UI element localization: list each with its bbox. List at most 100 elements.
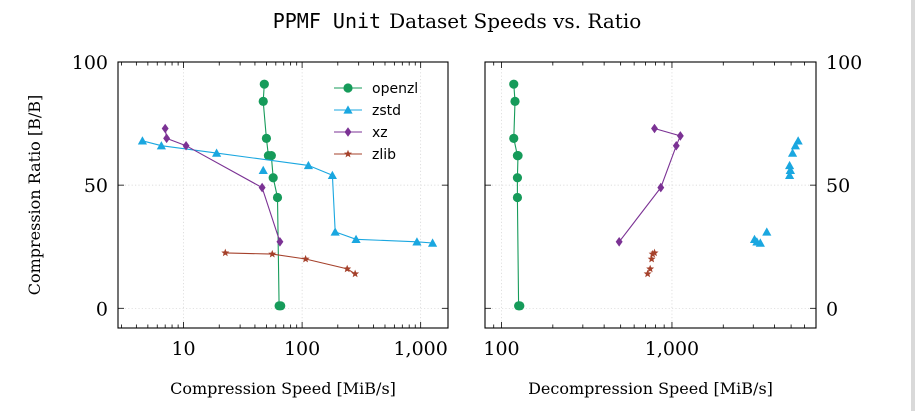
data-point-zlib bbox=[301, 254, 310, 263]
data-point-zstd bbox=[427, 238, 438, 247]
data-point-zlib bbox=[643, 269, 652, 278]
x-tick-label: 10 bbox=[171, 338, 195, 360]
x-axis-label: Decompression Speed [MiB/s] bbox=[528, 379, 773, 398]
data-point-zstd bbox=[790, 141, 801, 150]
y-tick-label: 0 bbox=[96, 298, 108, 320]
series-xz bbox=[161, 123, 284, 247]
legend-marker-openzl bbox=[343, 83, 353, 93]
data-point-zstd bbox=[762, 227, 772, 236]
chart-title-rest: Dataset Speeds vs. Ratio bbox=[389, 9, 641, 33]
data-point-zstd bbox=[258, 165, 268, 175]
legend-marker-zlib bbox=[344, 149, 352, 158]
data-point-zlib bbox=[647, 254, 656, 263]
data-point-zlib bbox=[646, 264, 655, 273]
x-ticks bbox=[118, 61, 448, 328]
data-point-xz bbox=[182, 140, 190, 151]
data-point-openzl bbox=[510, 96, 520, 107]
panel-right: 100 1,000 0 50 100 Decompression Speed [MiB/s… bbox=[483, 52, 862, 398]
y-tick-label: 100 bbox=[826, 52, 862, 74]
data-point-xz bbox=[676, 131, 684, 141]
series-line-zlib bbox=[225, 252, 356, 275]
data-point-zstd bbox=[303, 160, 314, 170]
window-edge bbox=[911, 0, 915, 411]
data-point-openzl bbox=[515, 301, 525, 311]
plot-frame bbox=[484, 61, 817, 329]
legend-marker-xz bbox=[344, 127, 352, 137]
data-point-zlib bbox=[221, 248, 230, 257]
series-xz bbox=[615, 123, 684, 247]
data-point-zstd bbox=[755, 238, 765, 247]
series-zlib bbox=[643, 248, 659, 278]
data-point-openzl bbox=[513, 150, 523, 161]
legend-label-openzl: openzl bbox=[372, 81, 418, 97]
data-point-zstd bbox=[412, 237, 422, 246]
series-zstd bbox=[749, 136, 803, 247]
data-point-openzl bbox=[276, 301, 286, 311]
panel-left: 10 100 1,000 0 50 100 Compression Speed [MiB/s… bbox=[25, 52, 449, 398]
grid bbox=[118, 61, 448, 328]
series-openzl bbox=[509, 79, 525, 311]
grid bbox=[485, 61, 816, 328]
data-point-zstd bbox=[787, 148, 798, 157]
data-point-zstd bbox=[327, 170, 337, 179]
data-point-openzl bbox=[512, 173, 523, 183]
y-tick-label: 50 bbox=[826, 175, 850, 197]
chart-title: PPMF Unit Dataset Speeds vs. Ratio bbox=[273, 9, 642, 33]
legend-marker-zstd bbox=[343, 105, 353, 114]
y-tick-label: 100 bbox=[72, 52, 108, 74]
legend: openzl zstd xz zlib bbox=[334, 81, 418, 163]
y-tick-label: 0 bbox=[826, 298, 838, 320]
x-tick-label: 100 bbox=[284, 338, 320, 360]
data-point-openzl bbox=[259, 79, 269, 89]
series-zstd bbox=[137, 136, 438, 247]
data-point-openzl bbox=[509, 79, 519, 89]
y-axis-label: Compression Ratio [B/B] bbox=[25, 95, 44, 296]
data-point-zstd bbox=[137, 136, 148, 145]
data-point-zstd bbox=[785, 165, 795, 175]
data-point-xz bbox=[161, 123, 169, 134]
y-tick-label: 50 bbox=[84, 175, 108, 197]
chart-panels: 10 100 1,000 0 50 100 Compression Speed [MiB/s… bbox=[25, 52, 862, 398]
data-point-zstd bbox=[211, 148, 222, 157]
data-point-zlib bbox=[648, 249, 657, 258]
legend-label-xz: xz bbox=[372, 125, 388, 141]
x-tick-label: 1,000 bbox=[393, 338, 447, 360]
data-point-zlib bbox=[343, 264, 352, 273]
series-group bbox=[509, 79, 803, 311]
data-point-openzl bbox=[512, 192, 523, 203]
data-point-openzl bbox=[261, 133, 272, 143]
series-group bbox=[137, 79, 438, 311]
data-point-zlib bbox=[268, 249, 277, 258]
data-point-zstd bbox=[784, 160, 795, 170]
data-point-zstd bbox=[784, 170, 795, 179]
data-point-zlib bbox=[351, 269, 360, 278]
data-point-xz bbox=[651, 123, 658, 134]
legend-label-zstd: zstd bbox=[372, 103, 401, 119]
data-point-openzl bbox=[266, 150, 276, 161]
x-tick-label: 100 bbox=[483, 338, 519, 360]
data-point-xz bbox=[258, 182, 266, 193]
data-point-xz bbox=[615, 236, 623, 247]
x-tick-label: 1,000 bbox=[645, 338, 699, 360]
x-ticks bbox=[484, 61, 817, 328]
x-axis-label: Compression Speed [MiB/s] bbox=[170, 379, 396, 398]
data-point-zstd bbox=[330, 227, 340, 236]
series-zlib bbox=[221, 248, 360, 278]
data-point-openzl bbox=[258, 96, 268, 107]
data-point-xz bbox=[657, 182, 665, 193]
data-point-zlib bbox=[650, 248, 659, 257]
data-point-openzl bbox=[509, 133, 519, 143]
chart-title-mono: PPMF Unit bbox=[273, 9, 381, 33]
legend-label-zlib: zlib bbox=[372, 147, 396, 163]
data-point-openzl bbox=[268, 173, 278, 183]
data-point-xz bbox=[163, 133, 171, 144]
data-point-openzl bbox=[272, 192, 283, 203]
data-point-xz bbox=[672, 140, 680, 151]
data-point-xz bbox=[276, 236, 284, 247]
data-point-zstd bbox=[156, 141, 166, 150]
series-openzl bbox=[258, 79, 286, 311]
plot-frame bbox=[117, 61, 449, 329]
data-point-zstd bbox=[351, 234, 361, 244]
